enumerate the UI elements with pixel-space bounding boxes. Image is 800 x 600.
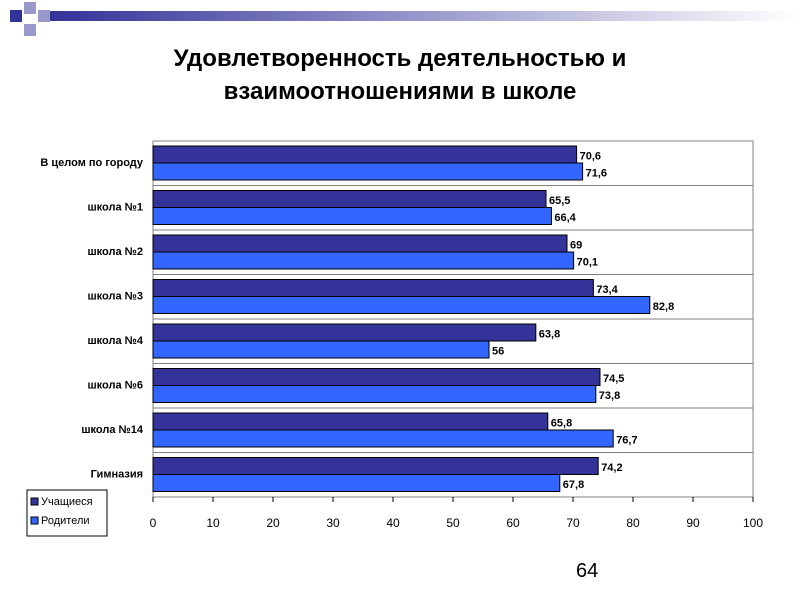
value-label: 66,4: [554, 212, 576, 224]
decor-bar: [50, 11, 800, 21]
value-label: 70,6: [580, 150, 601, 162]
y-tick-label: школа №14: [81, 424, 144, 436]
x-tick-label: 20: [266, 516, 280, 530]
value-label: 65,8: [551, 417, 572, 429]
decor-square: [38, 10, 50, 22]
bar: [152, 296, 651, 314]
x-tick-label: 50: [446, 516, 460, 530]
value-label: 74,2: [601, 462, 622, 474]
decor-square: [24, 24, 36, 36]
x-tick-label: 90: [686, 516, 700, 530]
x-tick-label: 70: [566, 516, 580, 530]
legend-swatch: [30, 516, 39, 525]
legend-label: Учащиеся: [41, 496, 93, 508]
y-tick-label: школа №3: [87, 291, 143, 303]
legend-box: [26, 489, 108, 537]
x-tick-label: 60: [506, 516, 520, 530]
chart-title: Удовлетворенность деятельностью и взаимо…: [173, 45, 627, 105]
x-tick-label: 0: [150, 516, 157, 530]
value-label: 73,4: [596, 284, 618, 296]
y-tick-label: Гимназия: [91, 469, 143, 481]
x-tick-label: 100: [743, 516, 763, 530]
decor-square: [10, 10, 22, 22]
bar: [152, 323, 537, 342]
bar: [152, 368, 601, 386]
bar: [152, 385, 597, 403]
bar: [152, 412, 549, 431]
x-tick-label: 30: [326, 516, 340, 530]
bar: [152, 251, 575, 270]
value-label: 63,8: [539, 328, 560, 340]
bar: [152, 474, 561, 492]
x-tick-label: 40: [386, 516, 400, 530]
bar: [152, 457, 599, 475]
value-label: 82,8: [653, 301, 674, 313]
value-label: 73,8: [599, 390, 620, 402]
decor-square: [24, 2, 36, 14]
y-tick-label: школа №4: [87, 335, 143, 347]
value-label: 70,1: [577, 256, 598, 268]
bar: [152, 162, 584, 181]
legend-swatch: [30, 497, 39, 506]
bar: [152, 279, 594, 297]
bar: [152, 207, 552, 225]
x-tick-label: 80: [626, 516, 640, 530]
value-label: 65,5: [549, 195, 570, 207]
bar: [152, 340, 490, 359]
value-label: 76,7: [616, 434, 637, 446]
bar: [152, 429, 614, 448]
bar: [152, 145, 578, 164]
bar: [152, 190, 547, 208]
value-label: 56: [492, 345, 504, 357]
legend-label: Родители: [41, 515, 90, 527]
page-number: 64: [576, 560, 599, 582]
y-tick-label: школа №1: [87, 202, 143, 214]
y-tick-label: школа №6: [87, 380, 143, 392]
bar: [152, 234, 568, 253]
y-tick-label: школа №2: [87, 246, 143, 258]
value-label: 74,5: [603, 373, 624, 385]
value-label: 71,6: [586, 167, 607, 179]
value-label: 67,8: [563, 479, 584, 491]
value-label: 69: [570, 239, 582, 251]
y-tick-label: В целом по городу: [40, 157, 143, 169]
x-tick-label: 10: [206, 516, 220, 530]
